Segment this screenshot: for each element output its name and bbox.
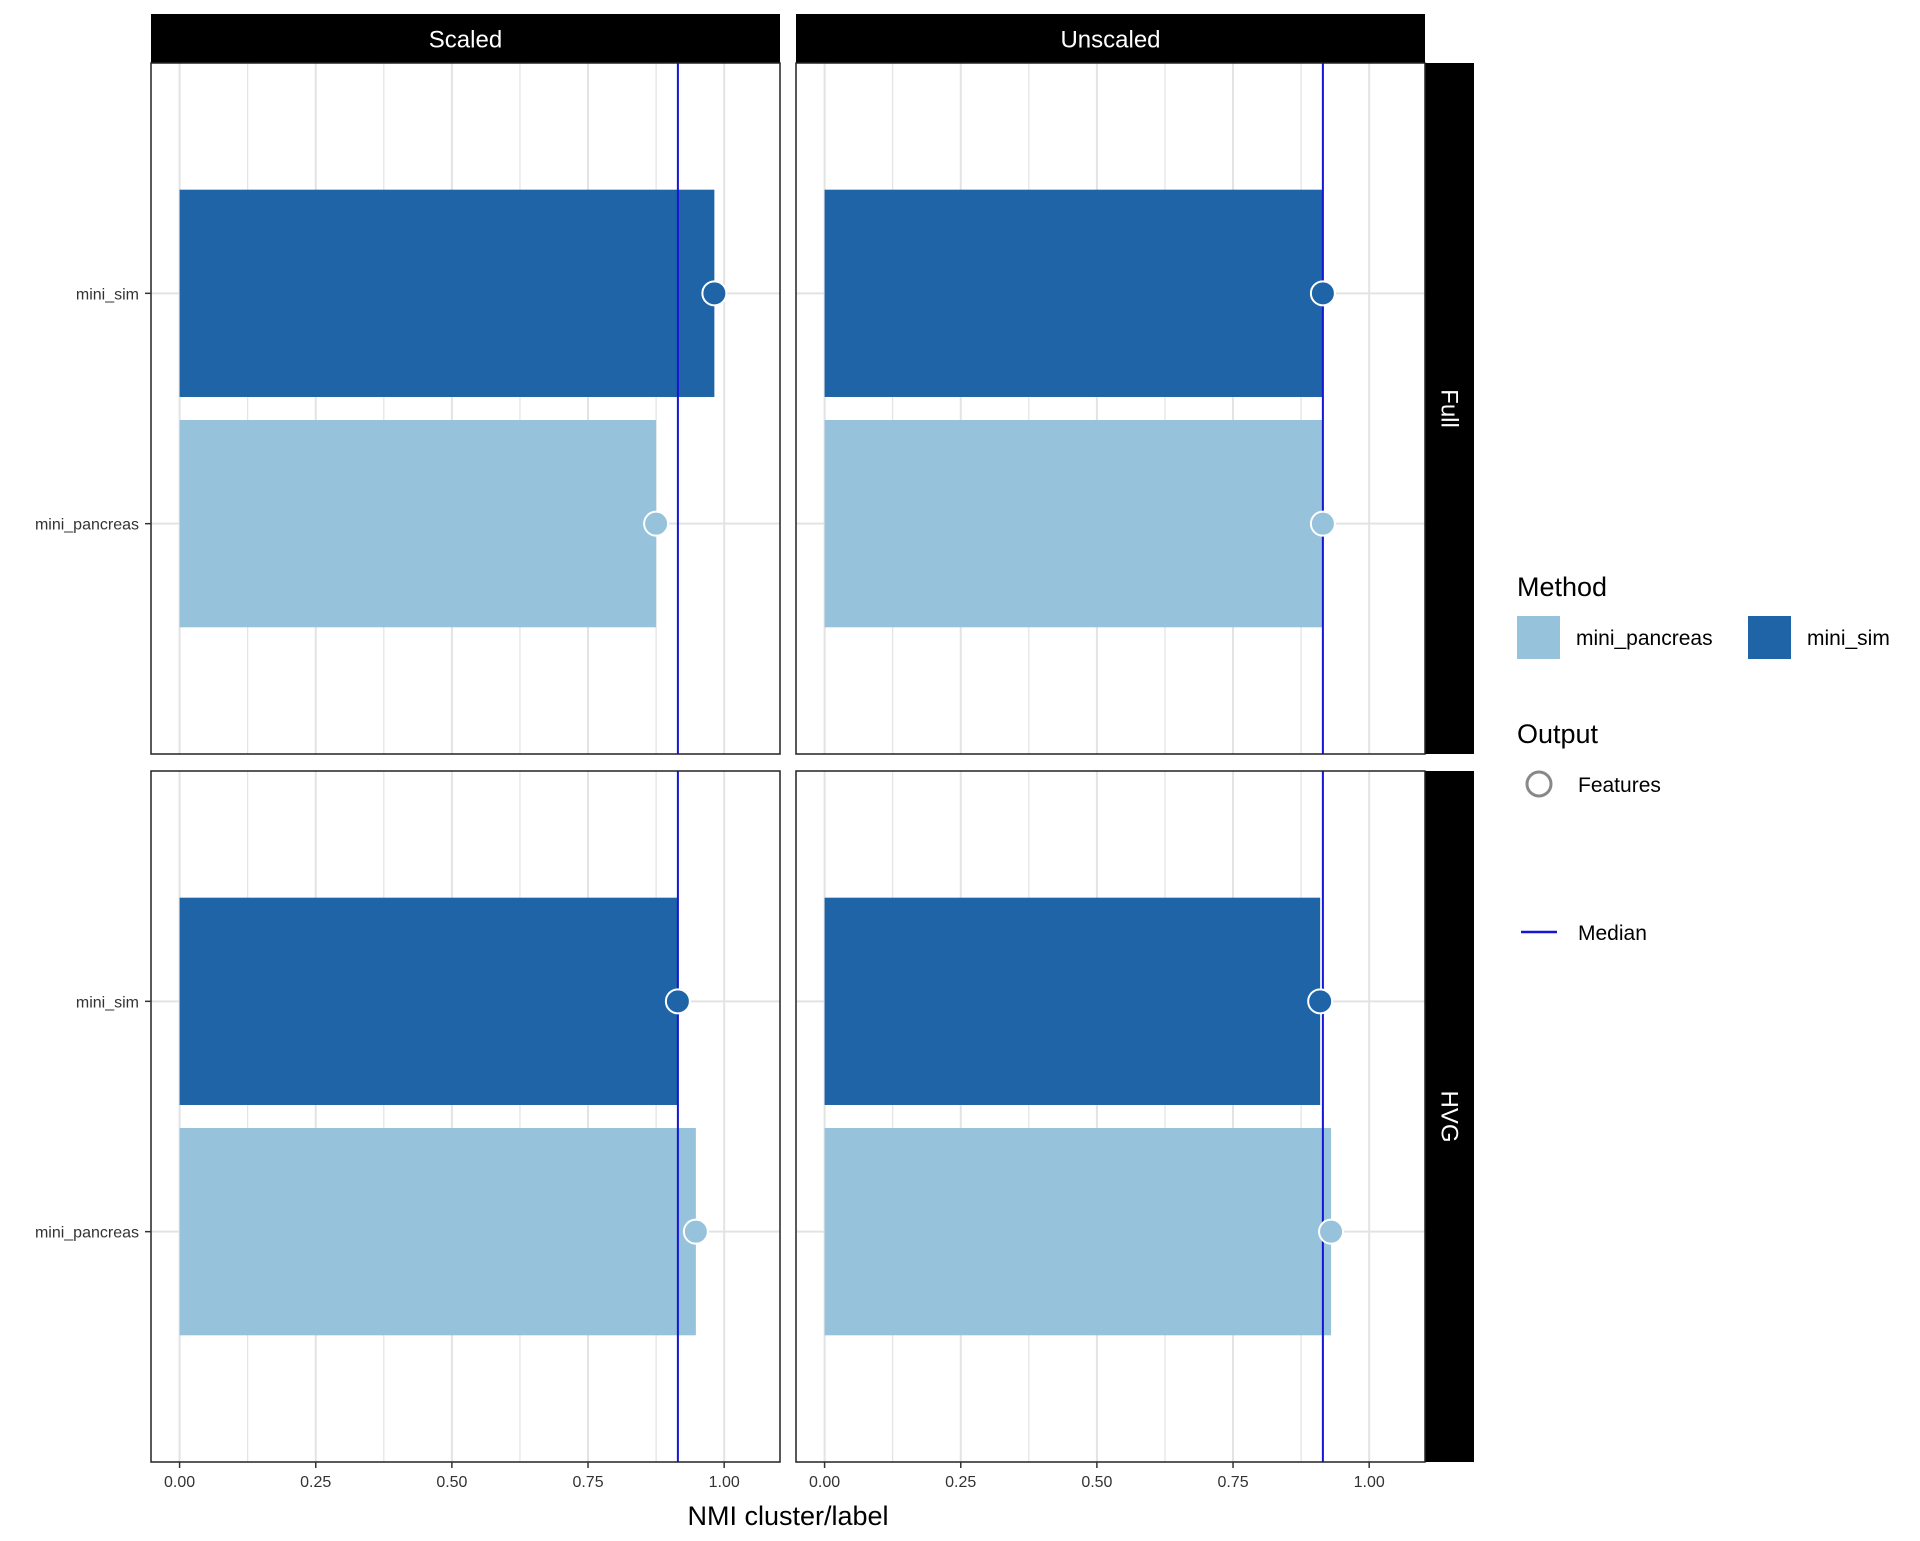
x-tick-label: 0.75 — [1217, 1474, 1248, 1491]
x-tick-label: 0.50 — [1081, 1474, 1112, 1491]
strip-label-full: Full — [1436, 389, 1463, 428]
x-tick-label: 1.00 — [1354, 1474, 1385, 1491]
point-mini_pancreas — [1309, 510, 1336, 537]
y-tick-label: mini_pancreas — [35, 517, 139, 534]
point-mini_sim — [664, 988, 691, 1015]
panel-border-unscaled-full — [795, 62, 1426, 755]
point-mini_pancreas — [643, 510, 670, 537]
x-tick-label: 0.00 — [809, 1474, 840, 1491]
legend-label-mini_pancreas: mini_pancreas — [1576, 627, 1713, 650]
panel-border-scaled-hvg — [150, 770, 781, 1463]
strip-unscaled — [796, 14, 1425, 63]
legend-label-median: Median — [1578, 922, 1647, 945]
x-tick-label: 0.75 — [572, 1474, 603, 1491]
legend-key-mini_pancreas — [1517, 616, 1560, 659]
strip-hvg — [1425, 771, 1474, 1462]
y-tick-label: mini_sim — [76, 286, 139, 303]
bar-mini_sim — [824, 189, 1323, 397]
bar-mini_pancreas — [179, 420, 657, 628]
legend-key-output — [1525, 770, 1553, 798]
y-tick-label: mini_pancreas — [35, 1225, 139, 1242]
point-mini_sim — [1309, 280, 1336, 307]
legend-title-output: Output — [1517, 719, 1599, 749]
strip-scaled — [151, 14, 780, 63]
legend-label-output: Features — [1578, 774, 1661, 797]
bar-mini_pancreas — [824, 420, 1323, 628]
panel-bg-unscaled-full — [796, 63, 1425, 754]
legend-label-mini_sim: mini_sim — [1807, 627, 1890, 650]
x-tick-label: 0.25 — [300, 1474, 331, 1491]
strip-label-hvg: HVG — [1436, 1090, 1463, 1142]
x-tick-label: 1.00 — [709, 1474, 740, 1491]
strip-full — [1425, 63, 1474, 754]
y-tick-label: mini_sim — [76, 994, 139, 1011]
bar-mini_pancreas — [824, 1128, 1332, 1336]
legend-key-mini_sim — [1748, 616, 1791, 659]
point-mini_sim — [1307, 988, 1334, 1015]
strip-label-scaled: Scaled — [429, 27, 502, 54]
legend-title-method: Method — [1517, 572, 1607, 602]
bar-mini_sim — [179, 189, 715, 397]
x-tick-label: 0.50 — [436, 1474, 467, 1491]
x-tick-label: 0.00 — [164, 1474, 195, 1491]
point-mini_pancreas — [1318, 1218, 1345, 1245]
bar-mini_sim — [179, 897, 678, 1105]
point-mini_sim — [701, 280, 728, 307]
panel-border-scaled-full — [150, 62, 781, 755]
panel-border-unscaled-hvg — [795, 770, 1426, 1463]
bar-mini_sim — [824, 897, 1321, 1105]
panel-bg-scaled-full — [151, 63, 780, 754]
x-tick-label: 0.25 — [945, 1474, 976, 1491]
bar-mini_pancreas — [179, 1128, 696, 1336]
panel-bg-scaled-hvg — [151, 771, 780, 1462]
point-mini_pancreas — [682, 1218, 709, 1245]
panel-bg-unscaled-hvg — [796, 771, 1425, 1462]
strip-label-unscaled: Unscaled — [1060, 27, 1160, 54]
x-axis-title: NMI cluster/label — [687, 1501, 888, 1531]
